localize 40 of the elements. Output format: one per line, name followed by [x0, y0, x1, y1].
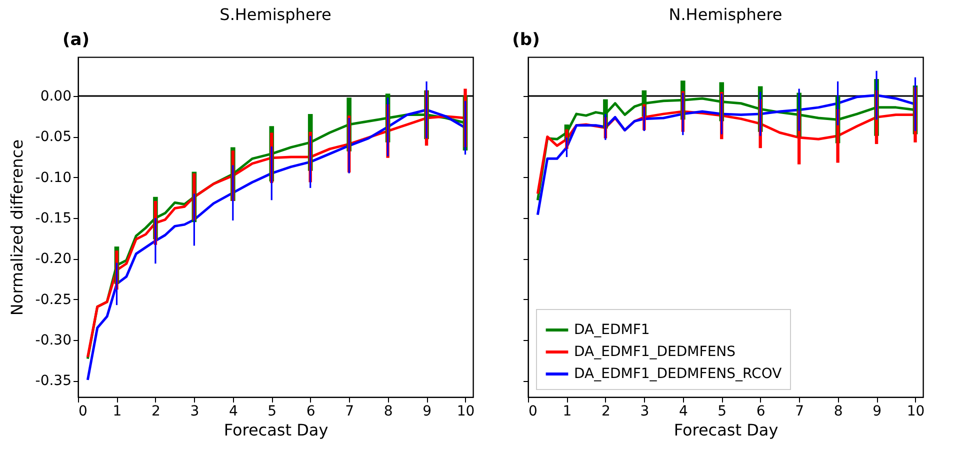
x-tick-label: 8 — [384, 404, 393, 420]
x-tick-label: 7 — [795, 404, 804, 420]
y-axis-title: Normalized difference — [7, 139, 26, 316]
x-axis-title: Forecast Day — [224, 420, 328, 440]
x-tick-label: 10 — [906, 404, 925, 420]
x-tick-label: 6 — [306, 404, 316, 420]
x-tick-label: 8 — [834, 404, 843, 420]
y-tick-label: -0.05 — [35, 129, 72, 146]
x-tick-label: 0 — [78, 404, 88, 420]
text: (a) — [62, 30, 90, 50]
x-tick-label: 9 — [422, 404, 432, 420]
x-tick-label: 7 — [345, 404, 354, 420]
x-tick-label: 4 — [228, 404, 238, 420]
x-tick-label: 0 — [528, 404, 538, 420]
y-tick-label: -0.30 — [35, 332, 72, 349]
y-tick-label: 0.00 — [40, 88, 72, 105]
x-tick-label: 1 — [562, 404, 572, 420]
x-tick-label: 2 — [601, 404, 610, 420]
y-tick-label: -0.25 — [35, 292, 72, 308]
x-tick-label: 9 — [872, 404, 882, 420]
y-tick-label: -0.15 — [35, 210, 72, 227]
x-tick-label: 4 — [678, 404, 688, 420]
x-tick-label: 1 — [112, 404, 122, 420]
x-tick-label: 6 — [756, 404, 766, 420]
text: (b) — [512, 30, 540, 50]
legend-label: DA_EDMF1_DEDMFENS_RCOV — [574, 366, 782, 382]
x-tick-label: 3 — [640, 404, 650, 420]
x-tick-label: 5 — [718, 404, 727, 420]
y-tick-label: -0.10 — [35, 170, 72, 186]
legend-label: DA_EDMF1_DEDMFENS — [574, 344, 736, 360]
y-tick-label: -0.20 — [35, 251, 72, 268]
x-axis-title: Forecast Day — [674, 420, 778, 440]
x-tick-label: 2 — [151, 404, 160, 420]
x-tick-label: 5 — [268, 404, 277, 420]
x-tick-label: 10 — [456, 404, 475, 420]
legend-label: DA_EDMF1 — [574, 322, 650, 338]
y-tick-label: -0.35 — [35, 373, 72, 390]
chart-title: N.Hemisphere — [668, 5, 782, 24]
x-tick-label: 3 — [190, 404, 200, 420]
chart-title: S.Hemisphere — [220, 5, 332, 24]
